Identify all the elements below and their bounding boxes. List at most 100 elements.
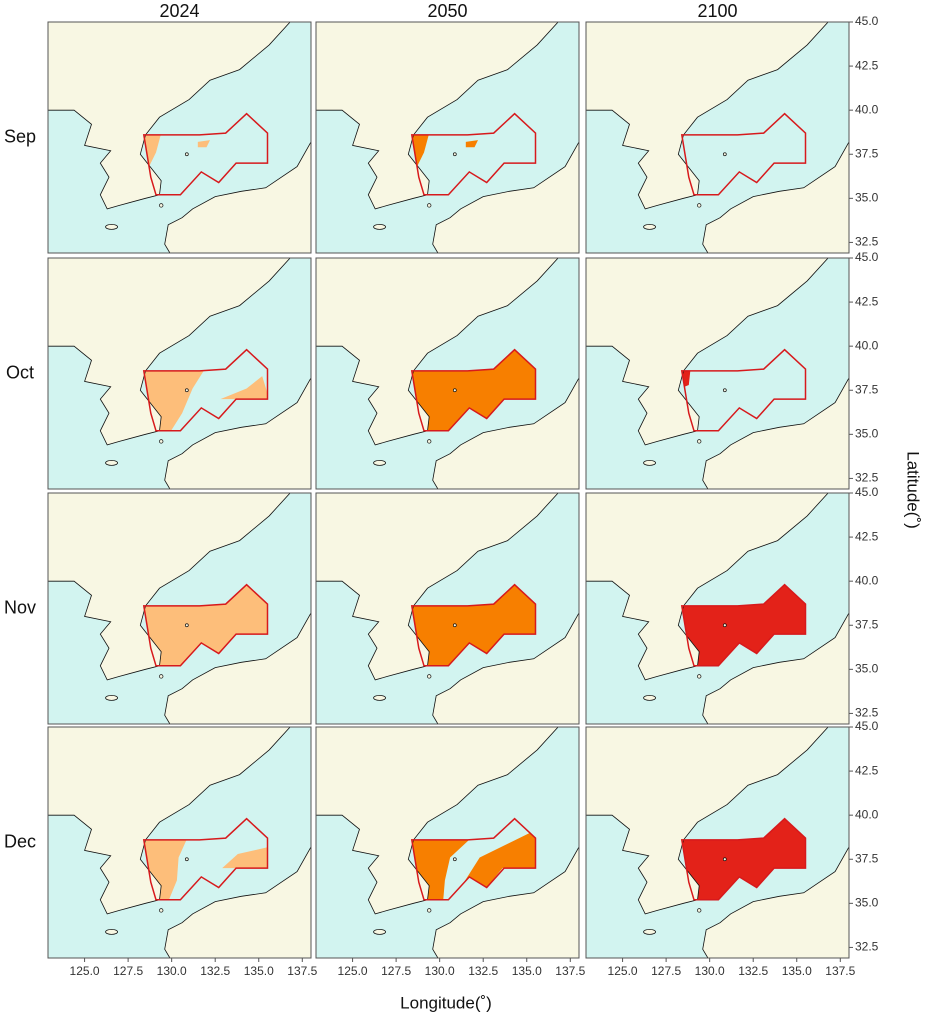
y-tick-label: 35.0 <box>855 896 879 910</box>
y-tick-label: 42.5 <box>855 529 879 543</box>
map-panel <box>315 257 580 490</box>
land <box>702 377 849 489</box>
y-tick-label: 45.0 <box>855 485 879 499</box>
y-tick-label: 32.5 <box>855 471 879 485</box>
island <box>373 460 386 466</box>
map-panel <box>47 726 312 959</box>
island <box>452 857 457 862</box>
y-tick-label: 37.5 <box>855 382 879 396</box>
land <box>164 612 311 724</box>
study-area <box>680 583 807 667</box>
x-tick-label: 132.5 <box>738 964 768 978</box>
map-layer <box>586 727 849 958</box>
y-tick-label: 35.0 <box>855 662 879 676</box>
island <box>452 152 457 157</box>
x-tick-label: 135.0 <box>782 964 812 978</box>
map-panel <box>585 726 850 959</box>
panel-frame <box>585 21 850 254</box>
island <box>184 388 189 393</box>
column-header: 2024 <box>159 1 199 21</box>
land <box>586 258 829 446</box>
map-layer <box>316 727 579 958</box>
y-tick-label: 42.5 <box>855 294 879 308</box>
island <box>697 908 702 913</box>
column-header: 2050 <box>427 1 467 21</box>
island <box>373 224 386 230</box>
habitat-region <box>464 829 536 888</box>
island <box>427 439 432 444</box>
island <box>452 623 457 628</box>
habitat-region <box>197 140 210 148</box>
y-tick-label: 40.0 <box>855 102 879 116</box>
habitat-region <box>411 349 536 431</box>
land <box>164 141 311 253</box>
panel-frame <box>47 726 312 959</box>
map-layer <box>586 258 849 489</box>
x-tick-label: 135.0 <box>244 964 274 978</box>
land <box>48 493 291 681</box>
island <box>427 908 432 913</box>
y-axis-label: Latitude(˚) <box>904 451 923 528</box>
y-tick-label: 35.0 <box>855 191 879 205</box>
map-panel <box>315 726 580 959</box>
panel-frame <box>47 257 312 490</box>
island <box>159 439 164 444</box>
panel-frame <box>585 257 850 490</box>
island <box>184 152 189 157</box>
land <box>316 22 559 210</box>
map-layer <box>316 493 579 724</box>
habitat-region <box>681 818 806 900</box>
x-tick-label: 125.0 <box>338 964 368 978</box>
x-tick-label: 137.5 <box>287 964 317 978</box>
panel-frame <box>585 492 850 725</box>
habitat-region <box>222 846 268 869</box>
study-area <box>142 112 269 196</box>
land <box>316 258 559 446</box>
island <box>452 388 457 393</box>
y-tick-label: 37.5 <box>855 146 879 160</box>
map-panel <box>315 21 580 254</box>
x-axis-label: Longitude(˚) <box>400 993 492 1012</box>
study-area <box>410 817 537 901</box>
island <box>159 908 164 913</box>
study-area <box>410 583 537 667</box>
study-area <box>410 112 537 196</box>
x-tick-label: 127.5 <box>381 964 411 978</box>
land <box>432 846 579 958</box>
island <box>105 695 118 701</box>
island <box>159 674 164 679</box>
land <box>316 727 559 915</box>
panel-frame <box>315 726 580 959</box>
land <box>432 612 579 724</box>
map-layer <box>48 22 311 253</box>
x-tick-label: 130.0 <box>425 964 455 978</box>
land <box>586 493 829 681</box>
study-area <box>680 817 807 901</box>
x-tick-label: 132.5 <box>200 964 230 978</box>
y-tick-label: 37.5 <box>855 851 879 865</box>
habitat-fill <box>411 584 536 666</box>
map-panel <box>585 257 850 490</box>
island <box>722 152 727 157</box>
land <box>702 846 849 958</box>
map-layer <box>48 258 311 489</box>
y-tick-label: 35.0 <box>855 427 879 441</box>
land <box>164 377 311 489</box>
island <box>643 929 656 935</box>
land <box>702 141 849 253</box>
y-tick-label: 40.0 <box>855 807 879 821</box>
island <box>722 623 727 628</box>
land <box>48 727 291 915</box>
map-panel <box>585 21 850 254</box>
habitat-region <box>411 584 536 666</box>
island <box>697 439 702 444</box>
land <box>164 846 311 958</box>
x-tick-label: 130.0 <box>157 964 187 978</box>
island <box>159 203 164 208</box>
map-layer <box>316 258 579 489</box>
land <box>586 727 829 915</box>
y-tick-label: 40.0 <box>855 573 879 587</box>
row-label: Oct <box>6 362 34 382</box>
land <box>432 141 579 253</box>
study-area <box>142 583 269 667</box>
